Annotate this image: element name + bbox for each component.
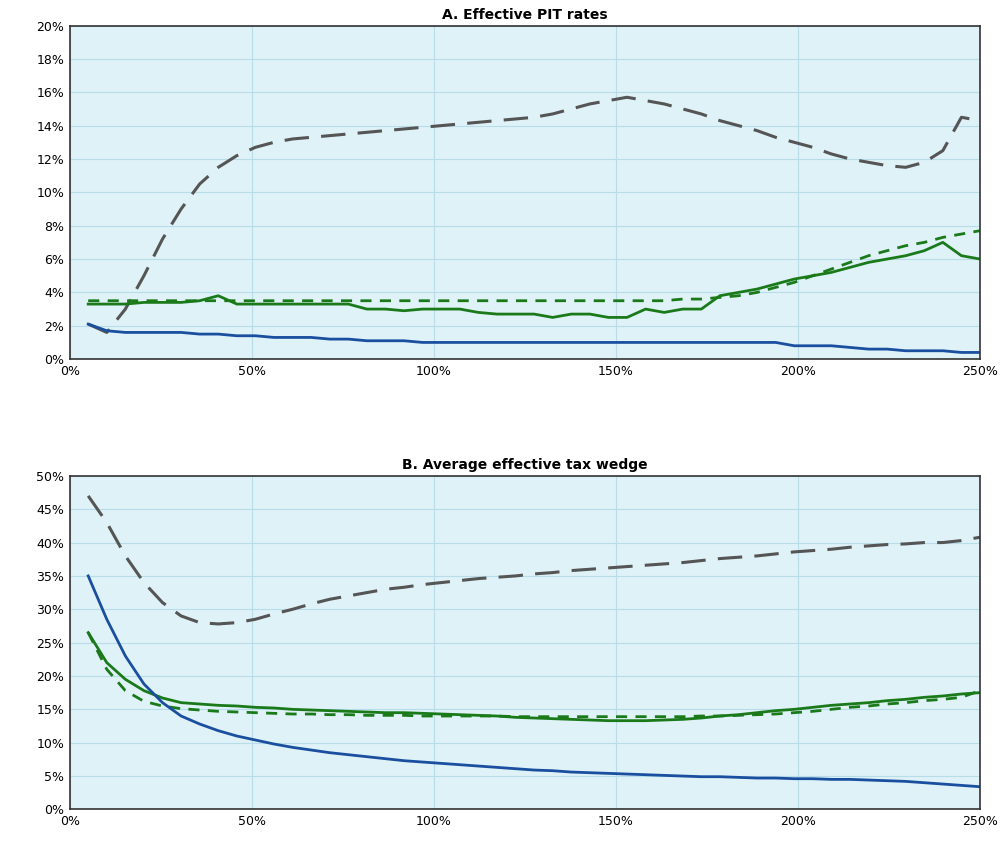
Title: B. Average effective tax wedge: B. Average effective tax wedge <box>402 458 648 472</box>
Title: A. Effective PIT rates: A. Effective PIT rates <box>442 8 608 21</box>
